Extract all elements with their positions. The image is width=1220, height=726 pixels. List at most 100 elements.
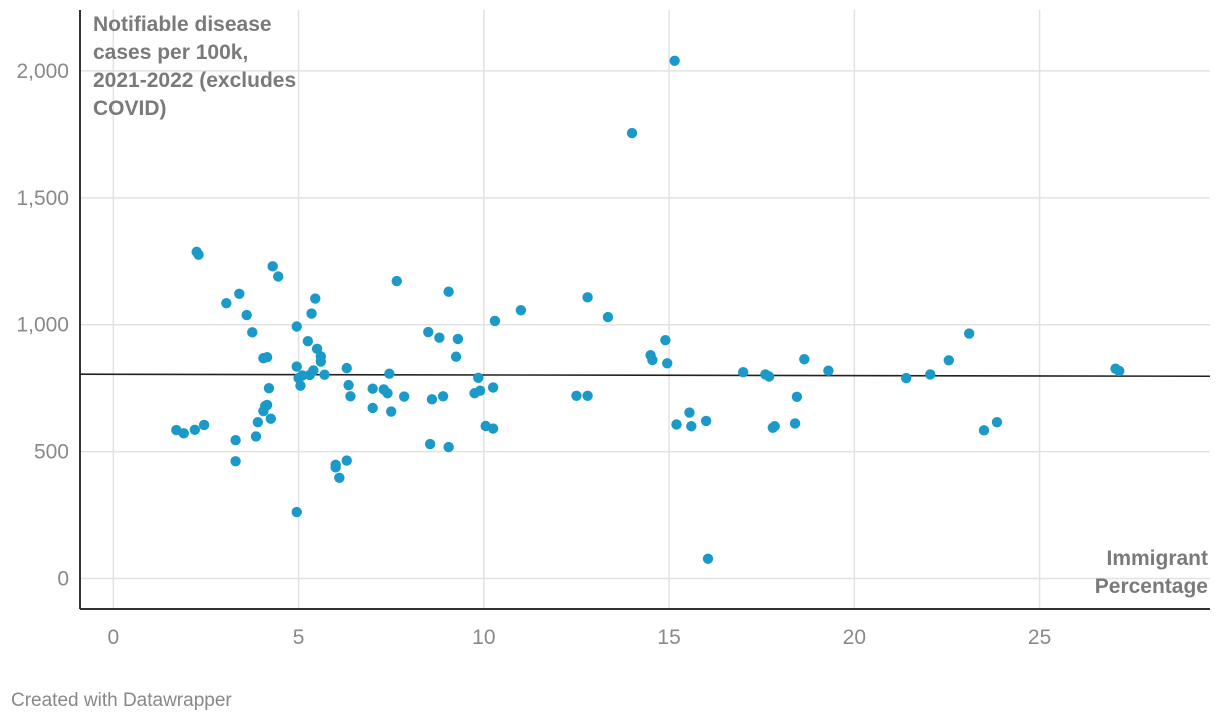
data-point — [515, 305, 527, 316]
data-point — [252, 416, 264, 428]
data-point — [291, 321, 302, 332]
y-tick-label: 0 — [57, 568, 69, 591]
data-point — [193, 249, 204, 260]
trend-line-group — [79, 373, 1211, 378]
data-point — [367, 383, 378, 394]
data-point — [426, 394, 438, 405]
x-axis-title-line: Percentage — [1095, 575, 1208, 598]
data-point — [443, 441, 454, 453]
data-point — [925, 369, 936, 380]
y-axis-title-line: cases per 100k, — [93, 41, 248, 64]
data-point — [250, 431, 262, 442]
data-point — [391, 275, 402, 287]
axes — [79, 10, 1210, 610]
data-point — [341, 455, 352, 466]
data-point — [178, 428, 189, 439]
data-points — [171, 55, 1125, 564]
data-point — [799, 354, 810, 365]
data-point — [384, 368, 395, 379]
x-tick-label: 15 — [657, 626, 680, 649]
data-point — [230, 456, 241, 467]
data-point — [319, 369, 330, 380]
data-point — [198, 419, 210, 431]
data-point — [295, 380, 306, 391]
x-tick-label: 0 — [108, 626, 120, 649]
data-point — [789, 418, 801, 429]
grid-lines — [80, 10, 1210, 609]
data-point — [702, 553, 714, 564]
data-point — [662, 358, 673, 369]
data-point — [382, 388, 393, 399]
data-point — [267, 261, 278, 272]
data-point — [489, 315, 501, 327]
data-point — [671, 419, 682, 430]
data-point — [302, 336, 314, 347]
data-point — [571, 390, 582, 401]
data-point — [602, 311, 614, 323]
x-axis-title-line: Immigrant — [1106, 547, 1208, 570]
data-point — [443, 286, 454, 297]
data-point — [737, 366, 749, 378]
data-point — [669, 55, 680, 66]
trend-line — [79, 373, 1211, 378]
data-point — [582, 390, 593, 401]
data-point — [769, 421, 780, 432]
data-point — [261, 352, 273, 363]
data-point — [398, 391, 410, 402]
y-tick-label: 2,000 — [16, 60, 69, 83]
data-point — [823, 365, 834, 376]
scatter-chart: 0 5 10 15 20 25 0 500 1,000 1,500 2,000 Notifiable… — [16, 10, 1211, 649]
y-tick-label: 1,500 — [16, 187, 69, 210]
data-point — [700, 415, 712, 427]
data-point — [247, 327, 258, 338]
data-point — [291, 506, 302, 518]
data-point — [189, 424, 201, 436]
data-point — [437, 391, 449, 402]
x-tick-label: 20 — [843, 626, 866, 649]
data-point — [343, 379, 354, 391]
data-point — [900, 372, 912, 384]
tick-labels: 0 5 10 15 20 25 0 500 1,000 1,500 2,000 — [16, 60, 1051, 649]
data-point — [963, 328, 975, 339]
data-point — [263, 382, 275, 394]
data-point — [1114, 365, 1125, 377]
data-point — [626, 127, 638, 139]
y-tick-label: 1,000 — [16, 314, 69, 337]
data-point — [341, 362, 352, 374]
data-point — [763, 371, 775, 382]
data-point — [330, 459, 341, 471]
data-point — [434, 332, 445, 343]
data-point — [978, 425, 990, 436]
x-tick-label: 25 — [1028, 626, 1051, 649]
data-point — [306, 308, 317, 319]
data-point — [234, 288, 245, 299]
data-point — [991, 416, 1003, 428]
data-point — [308, 365, 319, 376]
data-point — [686, 421, 697, 432]
data-point — [334, 472, 345, 483]
data-point — [297, 370, 308, 381]
data-point — [261, 399, 273, 411]
x-tick-label: 5 — [293, 626, 305, 649]
data-point — [582, 292, 593, 303]
data-point — [241, 309, 252, 321]
y-axis-title-line: 2021-2022 (excludes — [93, 69, 296, 92]
data-point — [424, 438, 436, 450]
data-point — [310, 293, 321, 304]
data-point — [684, 407, 695, 418]
data-point — [230, 435, 241, 446]
data-point — [291, 361, 302, 372]
x-tick-label: 10 — [472, 626, 495, 649]
data-point — [315, 351, 327, 362]
data-point — [345, 391, 356, 402]
data-point — [221, 297, 232, 309]
data-point — [474, 385, 486, 396]
data-point — [265, 413, 277, 424]
data-point — [423, 326, 434, 338]
data-point — [943, 355, 955, 366]
data-point — [791, 391, 803, 403]
axis-titles: Notifiable disease cases per 100k, 2021-20… — [93, 13, 1208, 598]
data-point — [386, 406, 397, 417]
data-point — [273, 271, 284, 282]
data-point — [473, 372, 484, 383]
